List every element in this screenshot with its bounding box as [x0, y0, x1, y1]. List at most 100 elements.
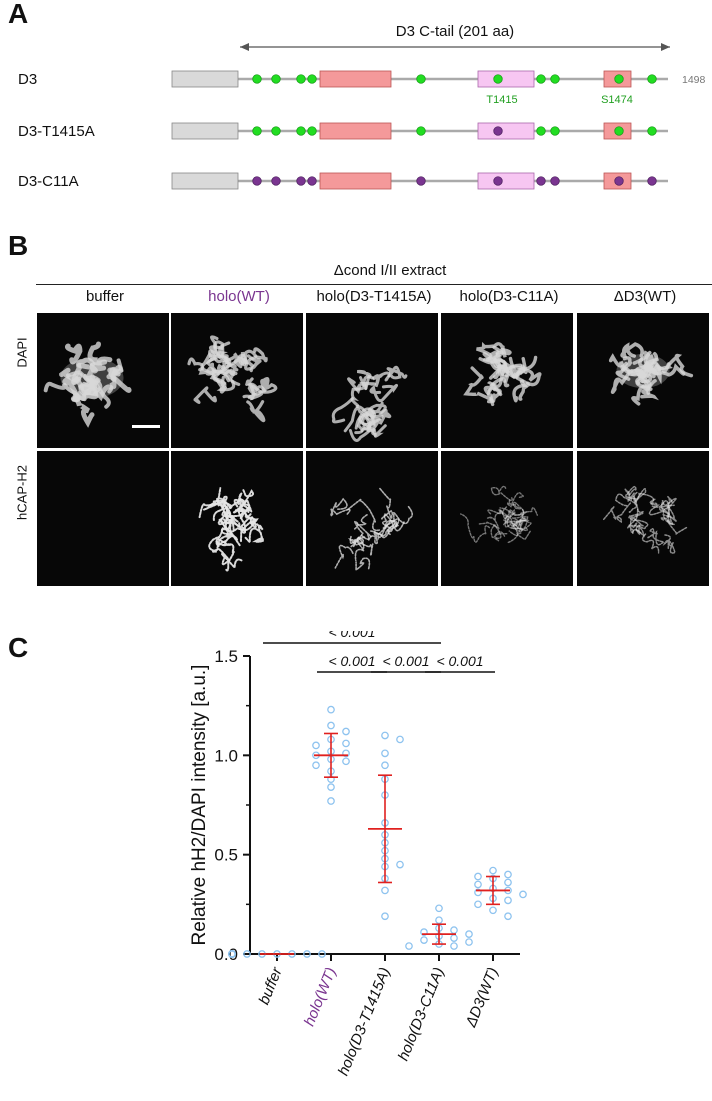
data-point	[519, 890, 527, 899]
chromosome-strand	[620, 342, 644, 358]
row-label-hcap-h2: hCAP-H2	[14, 465, 30, 520]
dapi-image-3	[441, 313, 573, 448]
data-point	[396, 860, 404, 869]
phospho-site-dot	[647, 176, 657, 186]
chromosome-strand	[356, 536, 374, 557]
data-point	[342, 749, 350, 758]
salmon-domain-1	[319, 122, 392, 140]
chromosome-strand	[662, 506, 677, 526]
significance-label: < 0.001	[328, 631, 375, 640]
chromosome-strand	[354, 408, 377, 431]
data-point	[342, 739, 350, 748]
chromosome-strand	[628, 512, 644, 526]
pink-domain	[477, 122, 535, 140]
data-point	[318, 950, 326, 958]
y-axis-label: Relative hH2/DAPI intensity [a.u.]	[189, 665, 210, 946]
chromosome-strand	[507, 530, 531, 544]
chromosome-strand	[494, 508, 515, 527]
phospho-site-dot	[252, 74, 262, 84]
chromosome-strand	[361, 407, 381, 426]
panel-a-domain-diagram: D3 C-tail (201 aa) D3 T1415 S1474 1498 D3-T14…	[18, 23, 706, 190]
chromosome-strand	[216, 540, 243, 571]
phospho-site-dot	[647, 126, 657, 136]
data-point	[381, 731, 389, 740]
chromosome-strand	[359, 374, 375, 388]
data-point	[465, 938, 473, 946]
chromosome-strand	[476, 341, 507, 362]
chromosome-strand	[483, 377, 507, 396]
x-category-label: buffer	[256, 964, 287, 1007]
construct-name-2: D3-C11A	[18, 173, 79, 190]
phospho-site-dot	[416, 74, 426, 84]
chromosome-strand	[630, 365, 647, 377]
hcap-h2-image-3	[441, 451, 573, 586]
chromosome-strand	[378, 522, 396, 537]
chromosome-strand	[647, 528, 666, 546]
chromosome-strand	[486, 516, 500, 539]
phospho-site-dot	[296, 74, 306, 84]
column-label-0: buffer	[85, 288, 125, 305]
chromosome-strand	[71, 357, 96, 385]
scale-bar	[132, 425, 160, 428]
chromosome-strand	[503, 516, 519, 537]
phospho-site-dot	[271, 126, 281, 136]
chromosome-strand	[641, 533, 660, 554]
column-label-2: holo(D3-T1415A)	[316, 288, 432, 305]
x-category-label: holo(WT)	[301, 965, 340, 1029]
chromosome-strand	[242, 377, 256, 401]
hcap-h2-image-2	[306, 451, 438, 586]
data-point	[474, 880, 482, 889]
phospho-site-dot	[493, 74, 503, 84]
chromosome-strand	[370, 519, 398, 541]
chromosome-strand	[661, 499, 688, 535]
condition-label: Δcond I/II extract	[333, 262, 447, 279]
hcap-h2-image-1	[171, 451, 303, 586]
y-tick-label: 0.0	[214, 945, 238, 964]
chromosome-strand	[198, 499, 224, 521]
chromosome-strand	[251, 531, 264, 543]
data-point	[504, 870, 512, 879]
chromosome-strand	[193, 386, 217, 404]
phospho-site-dot	[307, 126, 317, 136]
phospho-site-dot	[416, 176, 426, 186]
phospho-site-dot	[536, 74, 546, 84]
chromosome-strand	[509, 501, 525, 518]
data-point	[303, 950, 311, 958]
dapi-image-1	[171, 313, 303, 448]
pink-domain	[477, 172, 535, 190]
data-point	[504, 896, 512, 905]
significance-label: < 0.001	[382, 653, 429, 669]
chromosome-strand	[602, 502, 632, 523]
phospho-site-dot	[252, 126, 262, 136]
salmon-domain-1	[319, 70, 392, 88]
phospho-site-dot	[614, 126, 624, 136]
data-point	[381, 761, 389, 770]
phospho-site-dot	[416, 126, 426, 136]
chromosome-strand	[463, 366, 494, 404]
chromosome-strand	[246, 354, 262, 373]
construct-name-1: D3-T1415A	[18, 123, 95, 140]
chromosome-strand	[515, 516, 530, 530]
chromosome-strand	[615, 356, 633, 381]
chromosome-strand	[627, 519, 649, 535]
salmon-domain-1	[319, 172, 392, 190]
phospho-site-dot	[614, 176, 624, 186]
chromosome-strand	[234, 498, 253, 513]
panel-b-letter: B	[8, 230, 29, 261]
x-category-label: holo(D3-T1415A)	[335, 965, 394, 1078]
chromosome-strand	[492, 531, 508, 542]
chromosome-strand	[334, 544, 354, 569]
chromosome-strand	[354, 548, 371, 572]
chromosome-strand	[208, 527, 224, 553]
data-point	[342, 727, 350, 736]
chromosome-strand	[208, 341, 231, 365]
phospho-site-dot	[550, 176, 560, 186]
chromosome-strand	[107, 358, 124, 394]
chromosome-strand	[87, 341, 108, 366]
chromosome-strand	[624, 485, 647, 502]
data-point	[327, 705, 335, 714]
chromosome-strand	[221, 498, 242, 523]
data-point	[342, 757, 350, 766]
data-point	[327, 721, 335, 730]
chromosome-strand	[369, 383, 398, 403]
